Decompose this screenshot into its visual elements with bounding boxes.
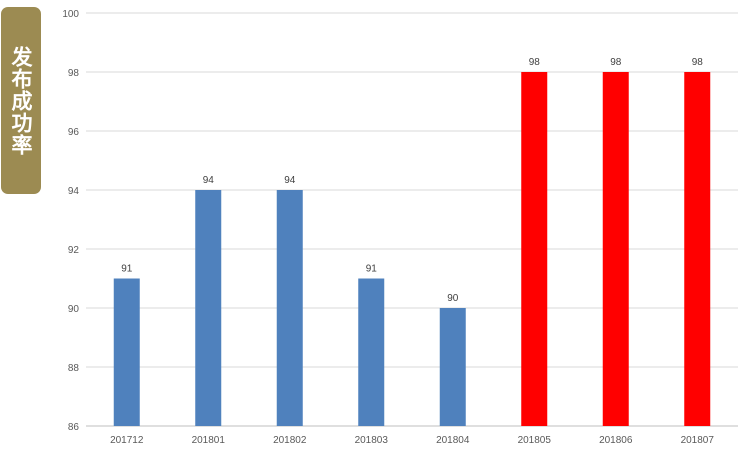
bar [602, 72, 629, 426]
data-label: 94 [284, 175, 296, 186]
bar [358, 278, 385, 426]
x-tick-label: 201804 [436, 435, 470, 446]
data-label: 94 [203, 175, 215, 186]
y-tick-label: 98 [68, 68, 80, 79]
bar [276, 190, 303, 426]
bar [195, 190, 222, 426]
y-tick-label: 94 [68, 186, 80, 197]
x-tick-label: 201802 [273, 435, 307, 446]
y-tick-label: 92 [68, 245, 80, 256]
y-tick-label: 86 [68, 422, 80, 433]
y-tick-label: 88 [68, 363, 80, 374]
y-axis-title-badge: 发布成功率 [1, 7, 41, 194]
bar [439, 308, 466, 426]
x-tick-label: 201801 [192, 435, 226, 446]
data-label: 90 [447, 293, 459, 304]
data-label: 98 [529, 57, 541, 68]
y-tick-label: 90 [68, 304, 80, 315]
y-axis-title: 发布成功率 [9, 45, 33, 156]
data-label: 91 [366, 264, 378, 275]
x-tick-label: 201806 [599, 435, 633, 446]
bar [684, 72, 711, 426]
bar [521, 72, 548, 426]
data-label: 91 [121, 264, 133, 275]
x-tick-label: 201712 [110, 435, 144, 446]
x-tick-label: 201807 [681, 435, 715, 446]
data-label: 98 [692, 57, 704, 68]
data-label: 98 [610, 57, 622, 68]
x-tick-label: 201803 [355, 435, 389, 446]
bar [113, 278, 140, 426]
y-tick-label: 100 [62, 9, 79, 20]
x-tick-label: 201805 [518, 435, 552, 446]
y-tick-label: 96 [68, 127, 80, 138]
